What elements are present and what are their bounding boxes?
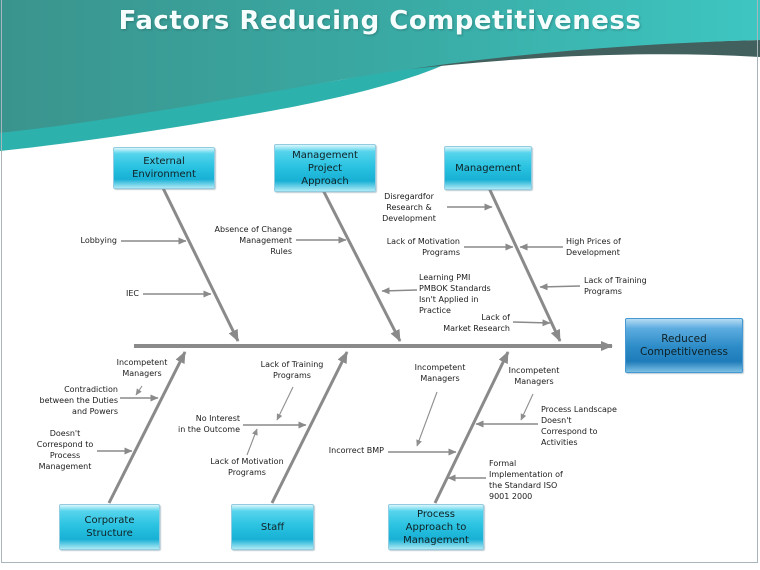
factor-incompetent-managers-pam-left: Incompetent Managers (414, 363, 466, 383)
factor-high-prices: High Prices of Development (566, 237, 621, 257)
arrow-lack-market-research (512, 319, 551, 327)
factor-lack-training-staff: Lack of Training Programs (260, 360, 324, 380)
bone-management-project-approach (321, 189, 402, 342)
factor-absence-change-mgmt: Absence of Change Management Rules (214, 225, 292, 256)
fishbone-bones (107, 187, 562, 504)
factor-lack-motivation-mgmt: Lack of Motivation Programs (386, 237, 460, 257)
result-box-reduced-competitiveness: Reduced Competitiveness (625, 318, 743, 373)
factor-incorrect-bmp: Incorrect BMP (328, 446, 384, 455)
factor-learning-pmbok: Learning PMI PMBOK Standards Isn't Appli… (419, 273, 491, 315)
header-light-stripe-shape (0, 54, 465, 151)
bone-management (487, 187, 562, 342)
factor-iec: IEC (126, 289, 139, 298)
factor-incompetent-managers-pam-right: Incompetent Managers (508, 366, 560, 386)
leader-incompetent-cs (135, 385, 143, 396)
leader-lack-training-staff (276, 386, 294, 421)
category-box-corporate-structure: Corporate Structure (59, 504, 160, 550)
factor-contradiction-duties: Contradiction between the Duties and Pow… (39, 385, 119, 416)
bone-corporate-structure (107, 351, 187, 504)
category-box-management-project-approach: Management Project Approach (274, 144, 376, 192)
factor-lack-market-research: Lack of Market Research (443, 313, 510, 333)
factor-lobbying: Lobbying (80, 236, 117, 245)
arrow-lack-training-mgmt (539, 283, 581, 291)
header-dark-stripe-shape (400, 40, 760, 70)
bone-process-approach (433, 351, 510, 504)
category-box-process-approach: Process Approach to Management (388, 504, 484, 550)
leader-incompetent-pam-left (416, 391, 438, 447)
factor-doesnt-correspond: Doesn't Correspond to Process Management (36, 429, 94, 471)
category-box-management: Management (444, 146, 532, 190)
leader-lines (135, 385, 534, 456)
factor-incompetent-managers-cs: Incompetent Managers (116, 358, 168, 378)
header-swoosh (0, 0, 760, 151)
factor-disregard-rd: Disregardfor Research & Development (382, 192, 436, 223)
arrow-learning-pmbok (381, 287, 418, 295)
factor-arrows (97, 203, 581, 482)
leader-incompetent-pam-right (520, 393, 534, 421)
category-box-staff: Staff (231, 504, 314, 550)
bone-staff (270, 351, 349, 504)
slide-title: Factors Reducing Competitiveness (118, 6, 642, 36)
factor-process-landscape: Process Landscape Doesn't Correspond to … (541, 405, 617, 447)
bone-external-environment (161, 187, 240, 342)
factor-no-interest: No Interest in the Outcome (177, 414, 240, 434)
factor-lack-training-mgmt: Lack of Training Programs (584, 276, 647, 296)
header-main-shape (0, 0, 760, 133)
factor-formal-iso: Formal Implementation of the Standard IS… (489, 459, 563, 501)
leader-lack-motivation-staff (246, 428, 258, 456)
category-box-external-environment: External Environment (113, 147, 215, 189)
factor-lack-motivation-staff: Lack of Motivation Programs (210, 457, 284, 477)
